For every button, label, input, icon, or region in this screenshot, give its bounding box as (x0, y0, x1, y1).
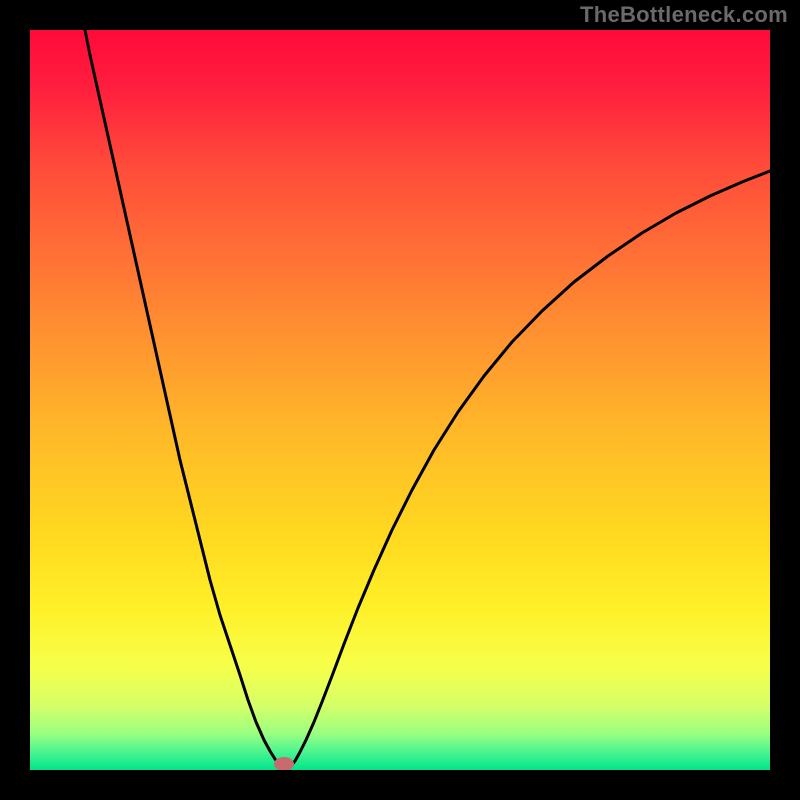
bottleneck-curve (30, 30, 770, 770)
frame-border-left (0, 0, 30, 800)
frame-border-bottom (0, 770, 800, 800)
curve-polyline (85, 30, 770, 770)
chart-frame: TheBottleneck.com (0, 0, 800, 800)
optimum-marker (274, 757, 294, 770)
frame-border-right (770, 0, 800, 800)
plot-area (30, 30, 770, 770)
watermark-text: TheBottleneck.com (580, 2, 788, 28)
